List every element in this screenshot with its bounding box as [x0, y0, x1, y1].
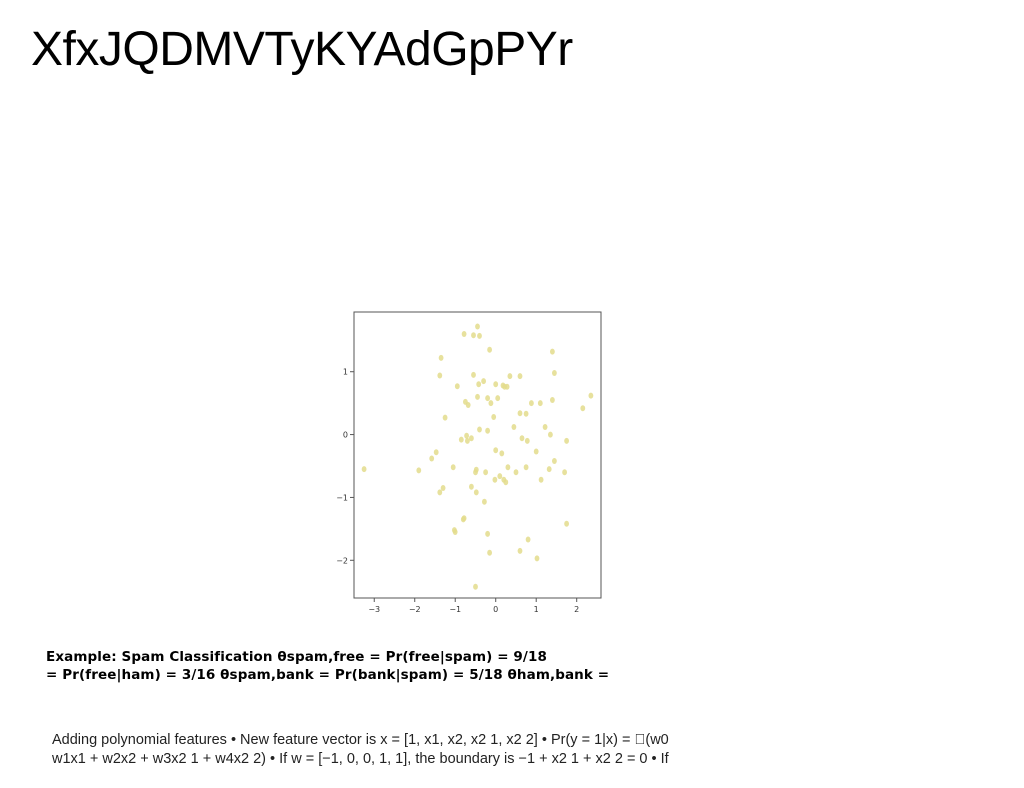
scatter-point [475, 393, 480, 400]
x-tick-label: −1 [449, 605, 461, 614]
scatter-point [538, 476, 544, 483]
scatter-point [476, 381, 482, 388]
scatter-point [517, 410, 523, 417]
scatter-point [534, 555, 540, 562]
polynomial-features-text: Adding polynomial features • New feature… [52, 731, 669, 769]
scatter-point [487, 549, 492, 556]
scatter-point [525, 536, 531, 543]
y-tick-label: −2 [336, 556, 348, 565]
spam-example-text: Example: Spam Classification θspam,free … [46, 648, 609, 684]
spam-example-line-1: Example: Spam Classification θspam,free … [46, 649, 547, 665]
scatter-point [483, 469, 488, 476]
scatter-point [437, 372, 443, 379]
scatter-point [488, 400, 494, 407]
scatter-point [517, 547, 523, 554]
polynomial-features-line-2: w1x1 + w2x2 + w3x2 1 + w4x2 2) • If w = … [52, 751, 669, 767]
scatter-point [465, 402, 471, 408]
scatter-point [542, 424, 548, 430]
scatter-point [537, 400, 543, 407]
scatter-point [485, 530, 490, 537]
scatter-point [481, 378, 486, 385]
scatter-point [502, 383, 507, 390]
x-tick-label: 1 [534, 605, 539, 614]
scatter-point [493, 447, 499, 454]
scatter-point [361, 466, 367, 473]
scatter-point [588, 392, 594, 399]
scatter-point [477, 332, 482, 339]
scatter-point [442, 414, 448, 421]
scatter-point [564, 520, 569, 527]
scatter-plot-svg: −3 −2 −1 0 1 2 −2 −1 0 1 [336, 311, 602, 614]
scatter-point [523, 410, 529, 417]
scatter-point [485, 427, 490, 434]
scatter-point [511, 424, 517, 430]
scatter-point [492, 476, 498, 483]
scatter-point [529, 400, 534, 407]
scatter-point [519, 435, 525, 442]
scatter-point [523, 464, 529, 471]
scatter-point [440, 485, 446, 491]
y-tick-label: 0 [343, 431, 348, 440]
scatter-point [482, 498, 487, 505]
x-tick-label: −3 [368, 605, 380, 614]
scatter-point [471, 332, 476, 339]
scatter-point [493, 381, 499, 388]
scatter-point [454, 383, 460, 390]
x-tick-label: 0 [493, 605, 498, 614]
scatter-point [433, 449, 439, 456]
scatter-point [485, 395, 490, 402]
scatter-point [564, 437, 569, 444]
scatter-point [495, 395, 501, 402]
scatter-point [550, 348, 555, 355]
scatter-point [513, 469, 519, 476]
scatter-point [499, 450, 505, 457]
polynomial-features-line-1: Adding polynomial features • New feature… [52, 732, 669, 748]
plot-frame [353, 311, 602, 599]
scatter-point [503, 479, 509, 486]
scatter-point [437, 489, 443, 496]
scatter-point [452, 529, 458, 535]
scatter-point [487, 346, 492, 353]
scatter-point [562, 469, 567, 476]
scatter-point [471, 371, 476, 378]
scatter-point [473, 583, 478, 590]
y-tick-label: −1 [336, 493, 348, 502]
scatter-point [469, 435, 474, 442]
x-tick-label: −2 [409, 605, 421, 614]
scatter-point [429, 455, 435, 462]
scatter-point [473, 489, 479, 496]
scatter-point [491, 414, 497, 420]
scatter-point [477, 426, 482, 433]
scatter-point [552, 458, 557, 464]
scatter-point [548, 431, 553, 438]
y-tick-label: 1 [343, 368, 348, 377]
scatter-point [517, 373, 523, 380]
scatter-point [473, 469, 478, 476]
scatter-point [461, 331, 467, 337]
scatter-point [533, 448, 539, 455]
scatter-point [497, 473, 503, 480]
scatter-point [475, 323, 480, 330]
scatter-point [507, 373, 513, 380]
scatter-plot: −3 −2 −1 0 1 2 −2 −1 0 1 [325, 300, 615, 625]
x-tick-label: 2 [574, 605, 579, 614]
scatter-point [580, 405, 586, 412]
scatter-point [416, 467, 422, 474]
scatter-point [438, 354, 444, 361]
scatter-point [546, 466, 552, 473]
scatter-point [458, 436, 464, 443]
scatter-point [465, 437, 470, 444]
scatter-point [450, 464, 456, 471]
scatter-point [460, 516, 466, 523]
scatter-point [469, 483, 474, 490]
scatter-point [505, 464, 511, 471]
scatter-point [524, 437, 530, 444]
slide-title: XfxJQDMVTyKYAdGpPYr [31, 23, 573, 76]
spam-example-line-2: = Pr(free|ham) = 3/16 θspam,bank = Pr(ba… [46, 667, 610, 683]
scatter-point [550, 397, 555, 403]
scatter-point [552, 370, 557, 376]
scatter-point [464, 432, 469, 439]
